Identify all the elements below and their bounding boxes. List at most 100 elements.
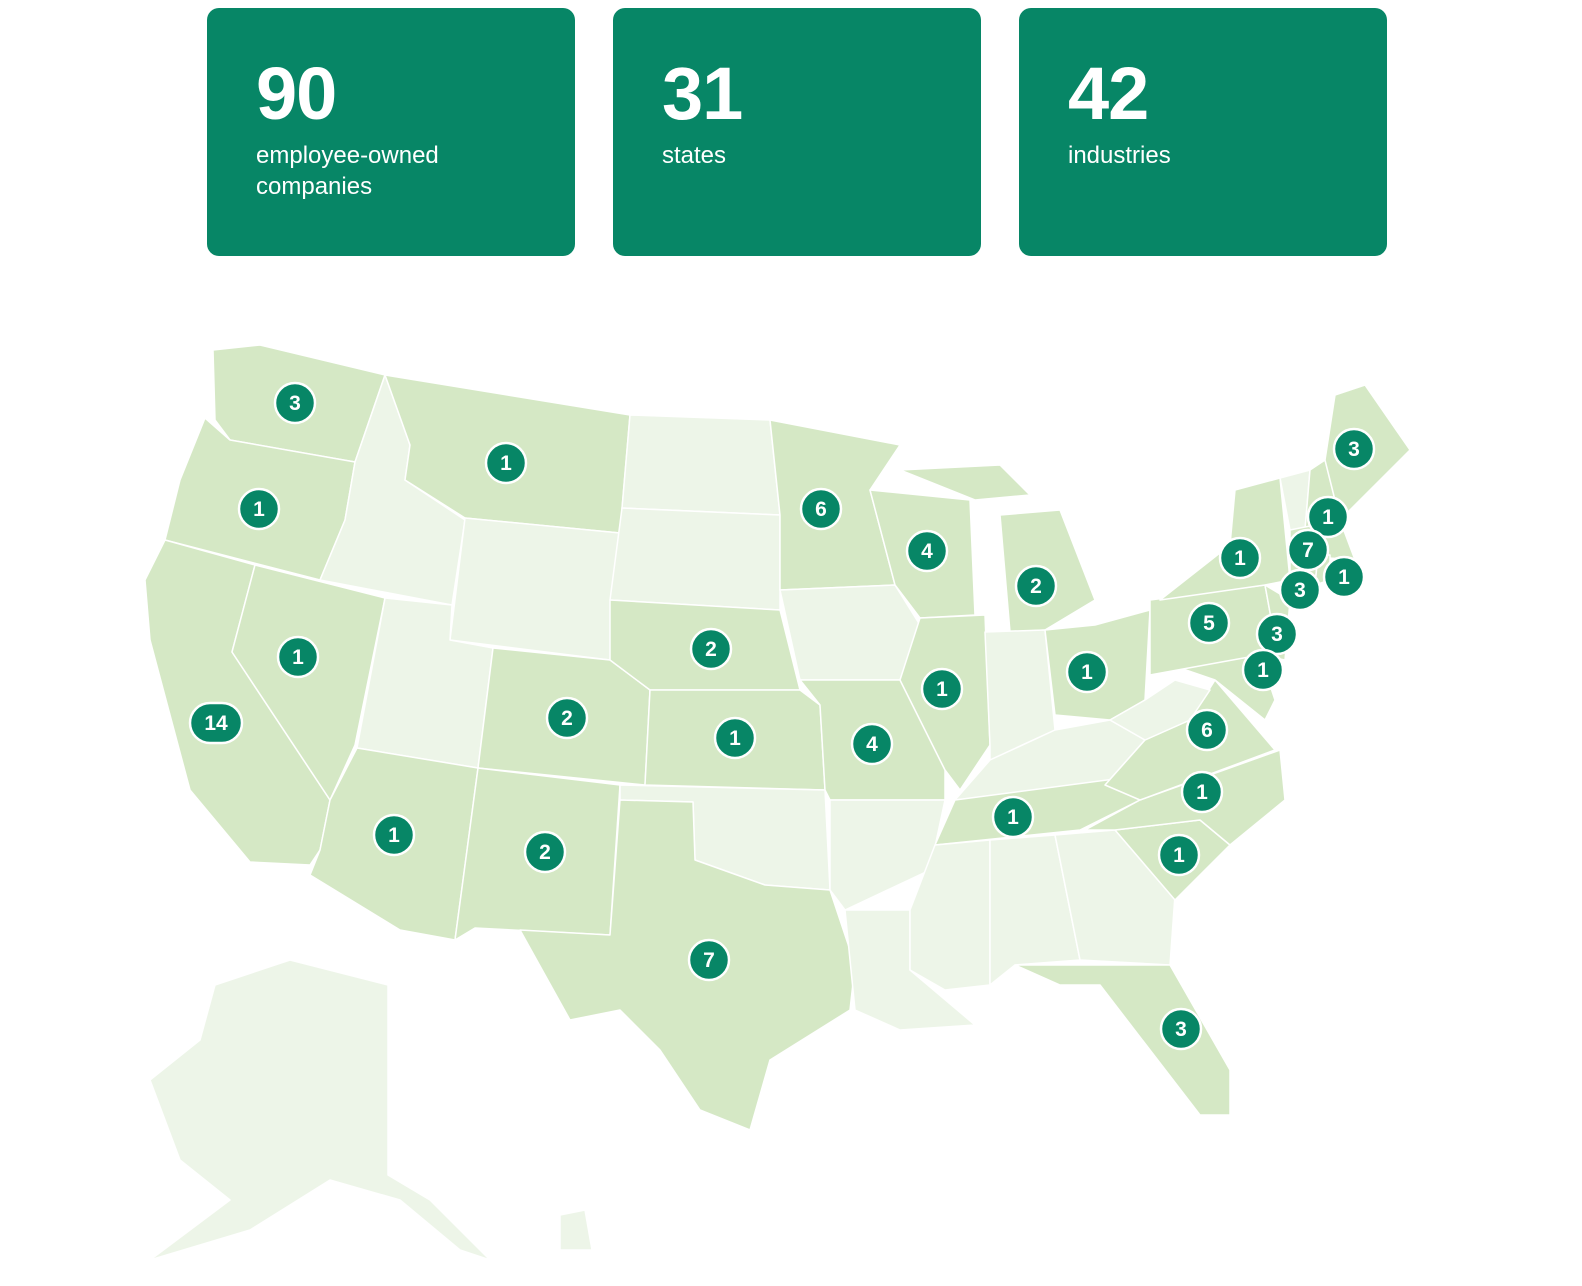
count-marker-az[interactable]: 1 [372,813,416,857]
marker-count: 1 [1007,806,1019,829]
marker-count: 2 [539,841,551,864]
marker-count: 3 [289,392,301,415]
marker-count: 1 [500,452,512,475]
marker-count: 1 [936,678,948,701]
count-marker-ny[interactable]: 1 [1218,536,1262,580]
marker-badge [799,487,843,531]
marker-badge [1306,495,1350,539]
marker-badge [1286,528,1330,572]
marker-count: 3 [1348,438,1360,461]
count-marker-md[interactable]: 1 [1241,648,1285,692]
marker-count: 7 [1302,539,1314,562]
count-marker-sc[interactable]: 1 [1157,833,1201,877]
state-ak[interactable] [149,959,491,1261]
count-marker-va[interactable]: 6 [1185,708,1229,752]
count-marker-ri[interactable]: 1 [1322,555,1366,599]
marker-count: 7 [703,949,715,972]
state-nv[interactable] [231,564,386,801]
count-marker-nj[interactable]: 3 [1255,612,1299,656]
state-ny[interactable] [1159,477,1291,601]
count-marker-tn[interactable]: 1 [991,795,1035,839]
count-marker-mi[interactable]: 2 [1014,564,1058,608]
stat-value: 31 [662,52,743,135]
marker-badge [276,635,320,679]
marker-badge [1322,555,1366,599]
state-sd[interactable] [609,507,781,611]
count-marker-oh[interactable]: 1 [1065,650,1109,694]
marker-badge [713,716,757,760]
count-marker-mo[interactable]: 4 [850,722,894,766]
state-ia[interactable] [779,584,921,681]
marker-count: 1 [729,727,741,750]
state-ar[interactable] [829,799,946,911]
count-marker-wi[interactable]: 4 [905,529,949,573]
state-hi[interactable] [559,1209,593,1251]
marker-badge [484,441,528,485]
marker-badge [689,627,733,671]
count-marker-tx[interactable]: 7 [687,938,731,982]
marker-count: 14 [204,712,228,735]
state-mi[interactable] [899,464,1031,501]
marker-badge [237,487,281,531]
count-marker-fl[interactable]: 3 [1159,1007,1203,1051]
count-marker-pa[interactable]: 5 [1187,601,1231,645]
count-marker-nm[interactable]: 2 [523,830,567,874]
marker-count: 1 [1081,661,1093,684]
count-marker-ma[interactable]: 7 [1286,528,1330,572]
marker-badge [1218,536,1262,580]
marker-badge [1255,612,1299,656]
marker-count: 2 [561,707,573,730]
stat-card-companies: 90 employee-owned companies [207,8,575,256]
marker-badge [1278,568,1322,612]
count-marker-or[interactable]: 1 [237,487,281,531]
marker-count: 1 [1322,506,1334,529]
marker-badge [905,529,949,573]
state-al[interactable] [989,834,1081,986]
marker-count: 1 [1234,547,1246,570]
marker-count: 5 [1203,612,1215,635]
count-marker-nv[interactable]: 1 [276,635,320,679]
marker-badge [273,381,317,425]
marker-badge [1332,427,1376,471]
count-marker-ca[interactable]: 14 [188,701,244,745]
marker-badge [850,722,894,766]
marker-count: 1 [1196,781,1208,804]
marker-badge [1185,708,1229,752]
marker-count: 3 [1294,579,1306,602]
marker-badge [1157,833,1201,877]
marker-badge [1014,564,1058,608]
marker-count: 1 [292,646,304,669]
count-marker-ne[interactable]: 2 [689,627,733,671]
marker-count: 6 [815,498,827,521]
marker-count: 4 [866,733,878,756]
marker-count: 1 [388,824,400,847]
count-marker-mn[interactable]: 6 [799,487,843,531]
count-marker-wa[interactable]: 3 [273,381,317,425]
count-marker-co[interactable]: 2 [545,696,589,740]
marker-count: 1 [1257,659,1269,682]
stat-label: industries [1068,142,1171,169]
count-marker-nh[interactable]: 1 [1306,495,1350,539]
marker-badge [372,813,416,857]
state-wy[interactable] [449,517,621,661]
count-marker-ks[interactable]: 1 [713,716,757,760]
marker-badge [188,701,244,745]
count-marker-il[interactable]: 1 [920,667,964,711]
state-tx[interactable] [519,799,856,1131]
state-nd[interactable] [621,414,781,516]
count-marker-me[interactable]: 3 [1332,427,1376,471]
marker-count: 2 [1030,575,1042,598]
count-marker-ct[interactable]: 3 [1278,568,1322,612]
count-marker-nc[interactable]: 1 [1180,770,1224,814]
state-wv[interactable] [1109,679,1211,741]
marker-count: 4 [921,540,933,563]
state-fl[interactable] [1014,964,1231,1116]
marker-badge [523,830,567,874]
marker-count: 2 [705,638,717,661]
marker-badge [1065,650,1109,694]
marker-badge [545,696,589,740]
marker-count: 3 [1271,623,1283,646]
count-marker-mt[interactable]: 1 [484,441,528,485]
marker-badge [991,795,1035,839]
